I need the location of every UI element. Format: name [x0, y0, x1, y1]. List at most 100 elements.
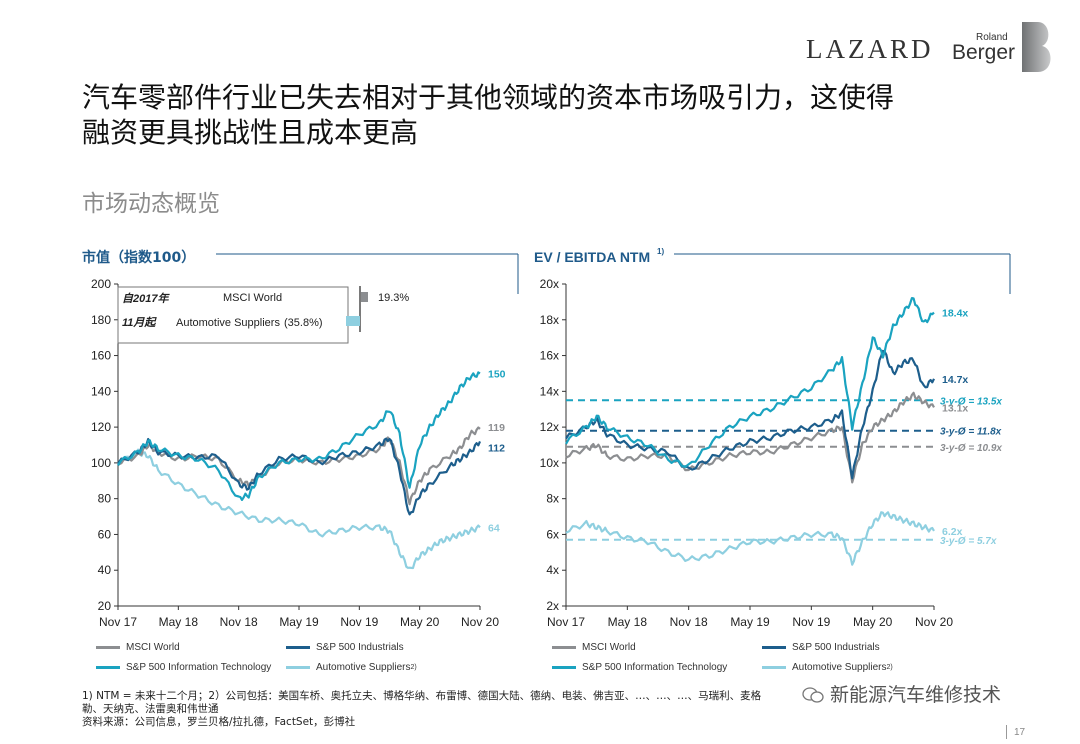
- end-label-sp_ind: 14.7x: [942, 374, 968, 386]
- page-subtitle: 市场动态概览: [82, 191, 220, 217]
- right-x-tick-label: May 20: [853, 615, 893, 629]
- left-end-labels: 119 112 150 64: [488, 368, 506, 534]
- legend-swatch: [286, 666, 310, 669]
- series-line-sp_it: [117, 371, 481, 501]
- inset-msci-value: 19.3%: [378, 292, 409, 304]
- end-label-auto: 64: [488, 522, 500, 534]
- series-line-sp_ind: [565, 349, 935, 480]
- right-y-tick-label: 14x: [540, 384, 559, 398]
- legend-swatch: [96, 646, 120, 649]
- right-x-tick-label: May 19: [730, 615, 770, 629]
- roland-text: Roland: [976, 32, 1008, 43]
- left-y-tick-label: 20: [98, 599, 112, 613]
- wechat-icon: [802, 687, 824, 703]
- inset-auto-value: (35.8%): [284, 317, 323, 329]
- right-y-tick-label: 18x: [540, 313, 559, 327]
- left-x-tick-label: May 18: [159, 615, 199, 629]
- average-label-sp_ind: 3-y-Ø = 11.8x: [940, 427, 1002, 438]
- inset-box: 自2017年 11月起 MSCI World Automotive Suppli…: [117, 286, 409, 344]
- left-panel-title: 市值（指数100）: [82, 249, 195, 266]
- right-y-tick-label: 2x: [546, 599, 559, 613]
- right-legend-sp-ind: S&P 500 Industrials: [762, 642, 880, 653]
- left-y-tick-label: 160: [91, 349, 111, 363]
- market-cap-chart: 市值（指数100） 20 40 60 80 100 120 140 160 180 200 Nov …: [82, 249, 519, 629]
- title-line-1: 汽车零部件行业已失去相对于其他领域的资本市场吸引力，这使得: [82, 81, 895, 114]
- series-line-sp_it: [565, 297, 935, 468]
- footnote-source: 资料来源：公司信息，罗兰贝格/拉扎德，FactSet，彭博社: [82, 716, 356, 728]
- left-x-tick-label: May 19: [279, 615, 319, 629]
- left-x-tick-label: Nov 20: [461, 615, 499, 629]
- page-divider: [1006, 725, 1007, 739]
- right-legend-sp-it: S&P 500 Information Technology: [552, 662, 727, 673]
- right-y-tick-label: 4x: [546, 563, 559, 577]
- right-y-tick-label: 10x: [540, 456, 559, 470]
- page-number: 17: [1014, 727, 1026, 738]
- footnote-1: 1) NTM = 未来十二个月；2）公司包括：美国车桥、奥托立夫、博格华纳、布雷…: [82, 690, 762, 702]
- series-line-auto: [565, 511, 935, 566]
- legend-swatch: [762, 646, 786, 649]
- right-legend-auto: Automotive Suppliers 2): [762, 662, 893, 673]
- left-axes: 20 40 60 80 100 120 140 160 180 200 Nov 17 May 18 No…: [91, 277, 499, 629]
- brand-logos: LAZARD Roland Berger: [806, 22, 1056, 78]
- inset-label-2: 11月起: [122, 316, 157, 329]
- legend-swatch: [552, 646, 576, 649]
- left-y-tick-label: 200: [91, 277, 111, 291]
- end-label-msci: 119: [488, 422, 505, 434]
- right-average-lines: 3-y-Ø = 13.5x 3-y-Ø = 11.8x 3-y-Ø = 10.9x 3…: [566, 396, 1002, 547]
- average-label-auto: 3-y-Ø = 5.7x: [940, 536, 997, 547]
- series-line-auto: [117, 448, 481, 570]
- right-y-tick-label: 12x: [540, 420, 559, 434]
- right-x-tick-label: Nov 18: [670, 615, 708, 629]
- end-label-sp_it: 150: [488, 368, 506, 380]
- left-legend-auto: Automotive Suppliers 2): [286, 662, 417, 673]
- left-y-tick-label: 80: [98, 492, 112, 506]
- right-y-tick-label: 6x: [546, 527, 559, 541]
- end-label-auto: 6.2x: [942, 526, 963, 538]
- left-legend-sp-it: S&P 500 Information Technology: [96, 662, 271, 673]
- average-label-msci: 3-y-Ø = 10.9x: [940, 443, 1002, 454]
- end-label-sp_ind: 112: [488, 442, 505, 454]
- left-legend-msci: MSCI World: [96, 642, 180, 653]
- berger-text: Berger: [952, 41, 1016, 64]
- right-x-tick-label: Nov 19: [792, 615, 830, 629]
- left-panel-frame: [216, 253, 519, 294]
- end-label-sp_it: 18.4x: [942, 308, 968, 320]
- right-panel-title: EV / EBITDA NTM: [534, 249, 650, 265]
- left-series: [117, 371, 482, 570]
- left-y-tick-label: 60: [98, 527, 112, 541]
- left-x-tick-label: Nov 19: [340, 615, 378, 629]
- left-y-tick-label: 100: [91, 456, 111, 470]
- right-panel-frame: [674, 253, 1011, 294]
- legend-swatch: [96, 666, 120, 669]
- average-label-sp_it: 3-y-Ø = 13.5x: [940, 396, 1002, 407]
- title-line-2: 融资更具挑战性且成本更高: [82, 116, 419, 149]
- right-series: [565, 297, 935, 566]
- legend-swatch: [552, 666, 576, 669]
- left-legend-sp-ind: S&P 500 Industrials: [286, 642, 404, 653]
- roland-berger-b-icon: [1022, 22, 1051, 72]
- left-x-tick-label: Nov 17: [99, 615, 137, 629]
- right-legend-msci: MSCI World: [552, 642, 636, 653]
- right-end-labels: 13.1x 14.7x 18.4x 6.2x: [942, 308, 968, 538]
- right-x-tick-label: Nov 20: [915, 615, 953, 629]
- left-x-tick-label: Nov 18: [220, 615, 258, 629]
- right-axes: 2x 4x 6x 8x 10x 12x 14x 16x 18x 20x Nov 17 May 18 No…: [540, 277, 954, 629]
- legend-swatch: [286, 646, 310, 649]
- series-line-msci: [117, 426, 481, 506]
- left-y-tick-label: 120: [91, 420, 111, 434]
- right-x-tick-label: May 18: [608, 615, 648, 629]
- right-y-tick-label: 8x: [546, 492, 559, 506]
- right-panel-title-footnote: 1): [657, 247, 664, 256]
- inset-msci-bar: [361, 292, 368, 302]
- left-y-tick-label: 140: [91, 384, 111, 398]
- left-x-tick-label: May 20: [400, 615, 440, 629]
- series-line-msci: [565, 391, 935, 484]
- footnote-2: 勒、天纳克、法雷奥和伟世通: [82, 703, 219, 715]
- legend-swatch: [762, 666, 786, 669]
- right-x-tick-label: Nov 17: [547, 615, 585, 629]
- inset-msci-label: MSCI World: [223, 292, 282, 304]
- inset-border: [117, 286, 349, 344]
- left-y-tick-label: 180: [91, 313, 111, 327]
- watermark: 新能源汽车维修技术: [800, 680, 1004, 707]
- left-y-tick-label: 40: [98, 563, 112, 577]
